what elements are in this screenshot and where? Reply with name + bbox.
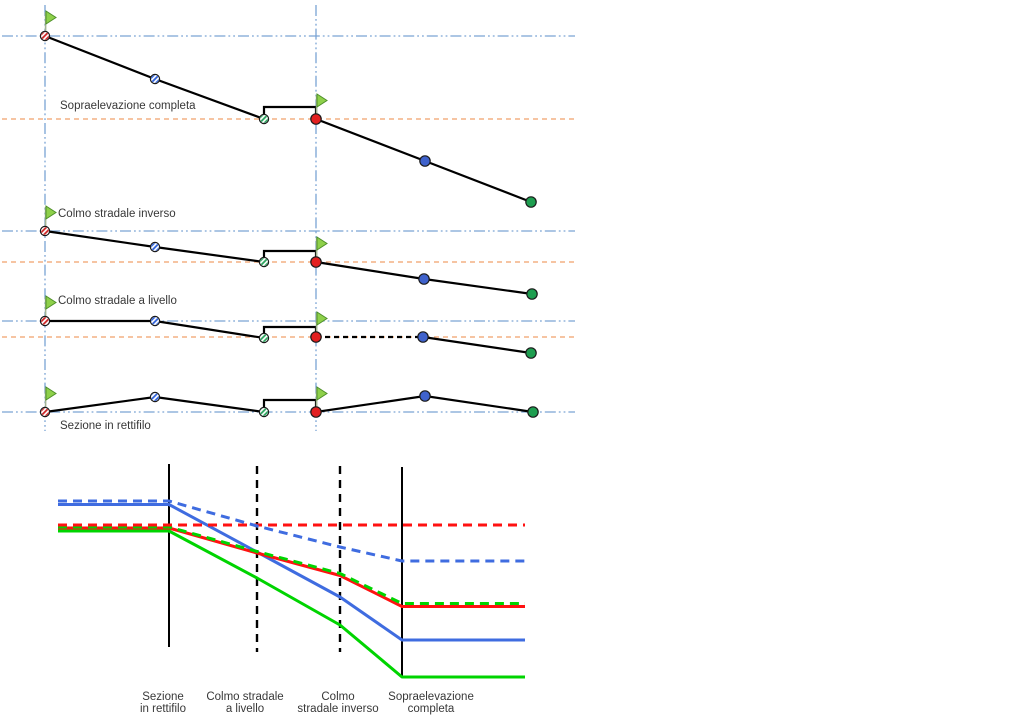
hatched-point-fill-blue: [151, 243, 159, 251]
section-profile-line: [45, 319, 318, 340]
flag-icon: [45, 10, 57, 25]
station-label-line2: a livello: [225, 703, 265, 715]
flag-icon: [316, 311, 328, 326]
section-profile-line: [422, 335, 532, 355]
filled-point-red: [310, 331, 322, 343]
station-label-line1: Colmo stradale: [206, 691, 284, 703]
hatched-point-fill-red: [41, 408, 49, 416]
station-label-sopraelevazione-completa: Sopraelevazione completa: [388, 691, 474, 715]
station-label-line1: Colmo: [321, 691, 355, 703]
section-colmo-stradale-a-livello: [39, 295, 537, 359]
flag-icon: [316, 93, 328, 108]
section-sezione-in-rettifilo: [39, 386, 539, 418]
series-green-solid: [58, 529, 525, 679]
hatched-point-fill-red: [41, 227, 49, 235]
section-profile-line: [44, 229, 533, 296]
filled-point-red: [310, 113, 322, 125]
filled-point-blue: [419, 155, 431, 167]
filled-point-green: [526, 288, 538, 300]
flag-icon: [45, 295, 57, 310]
hatched-point-fill-red: [41, 32, 49, 40]
section-profile-line: [44, 34, 532, 204]
station-label-line2: completa: [407, 703, 455, 715]
section-label-colmo-stradale-inverso: Colmo stradale inverso: [58, 208, 176, 220]
series-red-solid: [58, 526, 525, 608]
filled-point-green: [525, 196, 537, 208]
hatched-point-fill-green: [260, 408, 268, 416]
series-blue-solid: [58, 503, 525, 642]
station-label-line1: Sezione: [142, 691, 184, 703]
section-label-sezione-in-rettifilo: Sezione in rettifilo: [60, 420, 151, 432]
hatched-point-fill-blue: [151, 317, 159, 325]
flag-icon: [316, 386, 328, 401]
filled-point-red: [310, 256, 322, 268]
top-guides: [2, 5, 575, 431]
filled-point-red: [310, 406, 322, 418]
hatched-point-fill-green: [260, 258, 268, 266]
station-label-colmo-stradale-a-livello: Colmo stradale a livello: [206, 691, 283, 715]
station-label-sezione-in-rettifilo: Sezione in rettifilo: [140, 691, 186, 715]
hatched-point-fill-green: [260, 115, 268, 123]
hatched-point-fill-blue: [151, 393, 159, 401]
station-label-line1: Sopraelevazione: [388, 691, 474, 703]
filled-point-blue: [419, 390, 431, 402]
flag-icon: [45, 386, 57, 401]
station-label-line2: stradale inverso: [297, 703, 379, 715]
hatched-point-fill-red: [41, 317, 49, 325]
flag-icon: [316, 236, 328, 251]
section-label-colmo-stradale-a-livello: Colmo stradale a livello: [58, 295, 177, 307]
flag-icon: [45, 205, 57, 220]
profile-chart: [58, 464, 525, 679]
section-sopraelevazione-completa: [39, 10, 537, 208]
series-blue-dashed: [58, 499, 525, 563]
hatched-point-fill-green: [260, 334, 268, 342]
hatched-point-fill-blue: [151, 75, 159, 83]
series-green-dashed: [58, 525, 525, 605]
filled-point-green: [527, 406, 539, 418]
filled-point-blue: [417, 331, 429, 343]
section-profile-line: [44, 394, 534, 414]
station-label-colmo-stradale-inverso: Colmo stradale inverso: [297, 691, 378, 715]
section-colmo-stradale-inverso: [39, 205, 538, 300]
filled-point-blue: [418, 273, 430, 285]
station-label-line2: in rettifilo: [139, 703, 187, 715]
section-label-sopraelevazione-completa: Sopraelevazione completa: [60, 100, 196, 112]
filled-point-green: [525, 347, 537, 359]
